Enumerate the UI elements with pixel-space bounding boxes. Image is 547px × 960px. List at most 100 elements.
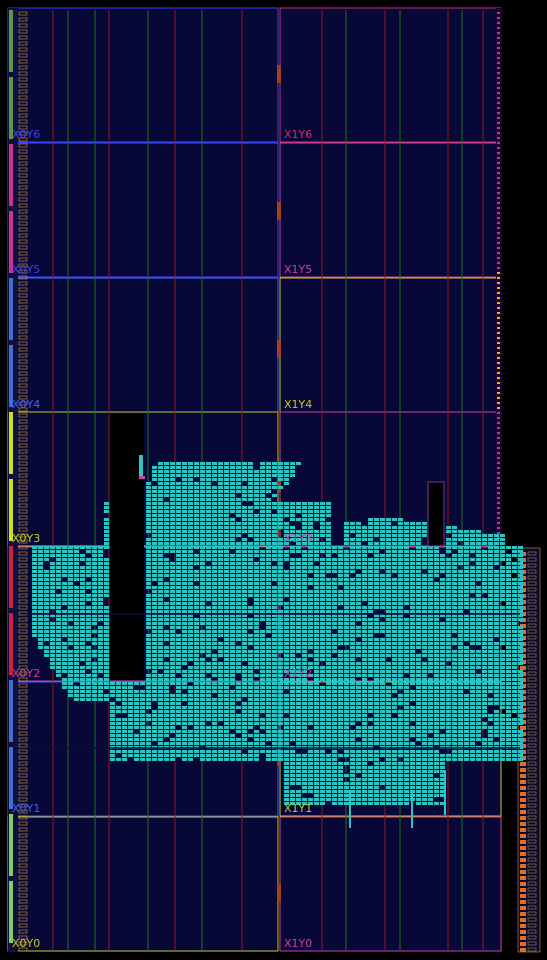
placed-cell <box>386 670 391 673</box>
placed-cell <box>512 550 517 553</box>
placed-cell <box>416 682 421 685</box>
placed-cell <box>200 610 205 613</box>
placed-cell <box>38 582 43 585</box>
placed-cell <box>458 578 463 581</box>
placed-cell <box>326 622 331 625</box>
placed-cell <box>56 622 61 625</box>
placed-cell <box>404 642 409 645</box>
placed-cell <box>314 618 319 621</box>
placed-cell <box>320 686 325 689</box>
placed-cell <box>122 718 127 721</box>
clb-tile-marker <box>18 761 28 766</box>
placed-cell <box>104 698 109 701</box>
placed-cell <box>158 530 163 533</box>
placed-cell <box>482 654 487 657</box>
placed-cell <box>164 682 169 685</box>
placed-cell <box>266 586 271 589</box>
placed-cell <box>86 598 91 601</box>
placed-cell <box>290 638 295 641</box>
placed-cell <box>416 562 421 565</box>
placed-cell <box>140 742 145 745</box>
placed-cell <box>512 666 517 669</box>
placed-cell <box>272 482 277 485</box>
placed-cell <box>392 538 397 541</box>
placed-cell <box>404 766 409 769</box>
placed-cell <box>224 682 229 685</box>
placed-cell <box>422 530 427 533</box>
placed-cell <box>230 666 235 669</box>
placed-cell <box>476 634 481 637</box>
clb-tile-marker <box>18 221 28 226</box>
placed-cell <box>242 470 247 473</box>
placed-cell <box>428 710 433 713</box>
placed-cell <box>446 614 451 617</box>
placed-cell <box>176 582 181 585</box>
placed-cell <box>380 526 385 529</box>
placed-cell <box>374 754 379 757</box>
placed-cell <box>296 618 301 621</box>
placed-cell <box>476 686 481 689</box>
placed-cell <box>326 594 331 597</box>
placed-cell <box>242 690 247 693</box>
clb-tile-marker <box>18 671 28 676</box>
placed-cell <box>458 694 463 697</box>
placed-cell <box>188 754 193 757</box>
placed-cell <box>344 522 349 525</box>
clock-region-x0y0 <box>7 816 279 952</box>
placed-cell <box>182 714 187 717</box>
placed-cell <box>164 602 169 605</box>
placed-cell <box>188 526 193 529</box>
placed-cell <box>392 578 397 581</box>
placed-cell <box>254 734 259 737</box>
placed-cell <box>290 694 295 697</box>
placed-cell <box>320 706 325 709</box>
placed-cell <box>200 674 205 677</box>
placed-cell <box>284 474 289 477</box>
placed-cell <box>224 586 229 589</box>
placed-cell <box>170 470 175 473</box>
placed-cell <box>224 754 229 757</box>
placed-cell <box>356 618 361 621</box>
placed-cell <box>206 498 211 501</box>
placed-cell <box>206 506 211 509</box>
placed-cell <box>200 546 205 549</box>
placed-cell <box>326 718 331 721</box>
placed-cell <box>206 490 211 493</box>
left-io-bank <box>9 278 13 340</box>
placed-cell <box>368 534 373 537</box>
placed-cell <box>248 566 253 569</box>
placed-cell <box>32 550 37 553</box>
placed-cell <box>236 726 241 729</box>
placed-cell <box>146 674 151 677</box>
placed-cell <box>194 622 199 625</box>
placed-cell <box>476 546 481 549</box>
placed-cell <box>38 566 43 569</box>
placed-cell <box>374 646 379 649</box>
placed-cell <box>224 666 229 669</box>
placed-cell <box>278 694 283 697</box>
placed-cell <box>344 666 349 669</box>
placed-cell <box>416 782 421 785</box>
placed-cell <box>194 522 199 525</box>
placed-cell <box>218 690 223 693</box>
placed-cell <box>494 590 499 593</box>
placed-cell <box>152 690 157 693</box>
placed-cell <box>302 634 307 637</box>
placed-cell <box>182 658 187 661</box>
placed-cell <box>212 558 217 561</box>
placed-cell <box>314 530 319 533</box>
placed-cell <box>458 658 463 661</box>
placed-cell <box>362 574 367 577</box>
placed-cell <box>182 610 187 613</box>
placed-cell <box>302 630 307 633</box>
placed-cell <box>122 682 127 685</box>
placed-cell <box>56 614 61 617</box>
clb-tile-marker <box>18 125 28 130</box>
placed-cell <box>176 606 181 609</box>
placed-cell <box>428 698 433 701</box>
placed-cell <box>176 534 181 537</box>
placed-cell <box>224 618 229 621</box>
placed-cell <box>218 646 223 649</box>
placed-cell <box>452 726 457 729</box>
